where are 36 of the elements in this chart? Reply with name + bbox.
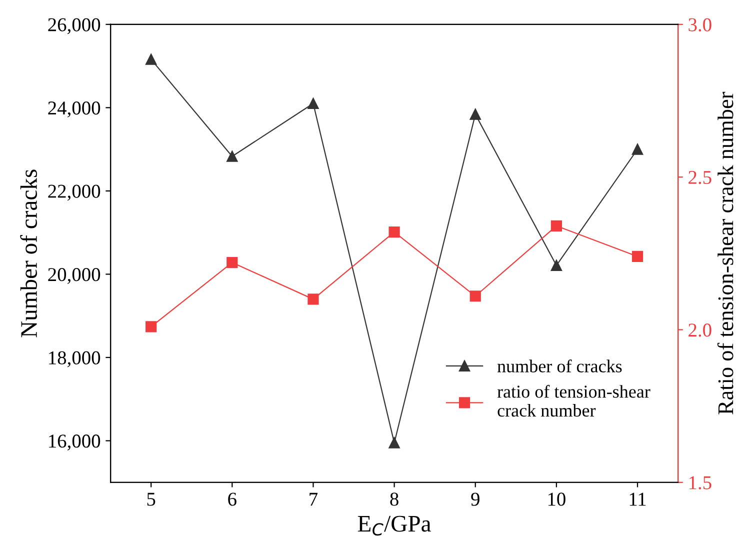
point bbox=[388, 437, 400, 448]
y-tick-label: 22,000 bbox=[48, 184, 100, 201]
y-tick-label: 24,000 bbox=[48, 101, 100, 118]
point bbox=[550, 260, 562, 272]
point bbox=[226, 256, 238, 268]
legend-label: ratio of tension-shear crack number bbox=[497, 384, 650, 417]
x-tick-label: 7 bbox=[310, 492, 318, 506]
x-tick-label: 6 bbox=[228, 492, 236, 506]
x-tick-label: 10 bbox=[548, 492, 566, 506]
point bbox=[632, 144, 644, 155]
point bbox=[308, 98, 319, 110]
x-tick-label: 5 bbox=[147, 492, 156, 506]
x-tick-label: 11 bbox=[630, 492, 646, 506]
y-tick-label: 16,000 bbox=[49, 434, 100, 450]
y-tick-label: 20,000 bbox=[48, 268, 100, 284]
legend-label: number of cracks bbox=[497, 359, 622, 372]
point bbox=[388, 226, 400, 238]
y2-tick-label: 3.0 bbox=[688, 18, 712, 32]
y2-axis-title: Ratio of tension-shear crack number bbox=[717, 92, 734, 414]
point bbox=[146, 321, 157, 332]
point bbox=[226, 150, 238, 162]
point bbox=[470, 290, 481, 302]
x-tick-label: 9 bbox=[471, 492, 480, 506]
point bbox=[146, 54, 157, 65]
y-tick-label: 26,000 bbox=[48, 18, 100, 34]
y-tick-label: 18,000 bbox=[49, 351, 100, 368]
y2-tick-label: 2.0 bbox=[688, 324, 712, 337]
y2-tick-label: 2.5 bbox=[688, 170, 712, 184]
point bbox=[550, 220, 562, 232]
point bbox=[470, 108, 481, 120]
point bbox=[632, 250, 644, 262]
y2-tick-label: 1.5 bbox=[689, 476, 712, 490]
x-axis-title: E$_{C}$/GPa bbox=[358, 516, 431, 536]
point bbox=[308, 294, 319, 305]
x-tick-label: 8 bbox=[390, 492, 398, 506]
y-axis-title: Number of cracks bbox=[20, 170, 38, 338]
